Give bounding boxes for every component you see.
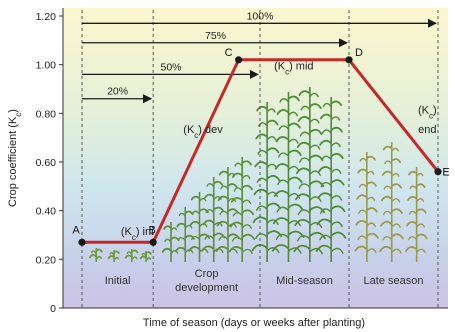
stage-label: Crop	[195, 268, 219, 280]
progress-arrow-label: 20%	[107, 86, 128, 98]
plant-illustration	[379, 142, 404, 262]
plant-illustration	[124, 249, 139, 262]
y-tick-label: 0	[50, 303, 56, 315]
plant-illustration	[272, 92, 305, 262]
y-tick-label: 0.80	[36, 108, 57, 120]
kc-point	[345, 56, 353, 64]
kc-point-label: A	[72, 224, 80, 236]
crop-plant-illustrations	[89, 87, 428, 262]
kc-annotation: (Kc) dev	[183, 124, 223, 140]
plant-illustration	[107, 250, 120, 262]
plant-illustration	[293, 87, 326, 262]
kc-point-label: E	[442, 167, 449, 179]
kc-annotation: (Kc) ini	[121, 226, 154, 242]
kc-point	[78, 238, 86, 246]
kc-points: A B C D E	[72, 47, 450, 246]
x-axis-label: Time of season (days or weeks after plan…	[143, 317, 365, 329]
kc-annotation: end	[418, 124, 436, 136]
progress-arrow-label: 50%	[160, 61, 181, 73]
kc-annotation: (Kc) mid	[274, 61, 313, 77]
y-tick-label: 0.40	[36, 206, 57, 218]
plot-background	[63, 8, 448, 308]
plant-illustration	[188, 192, 211, 262]
plant-illustration	[251, 102, 283, 262]
plant-illustration	[228, 157, 256, 262]
y-axis-ticks: 0 0.20 0.40 0.60 0.80 1.00 1.20	[36, 11, 63, 315]
kc-point	[149, 238, 157, 246]
progress-arrows: 20% 50% 75% 100%	[82, 10, 437, 104]
progress-arrow-label: 100%	[247, 10, 274, 22]
plant-illustration	[139, 251, 152, 262]
stage-label: Late season	[364, 275, 424, 287]
kc-point-label: B	[149, 224, 156, 236]
kc-annotations: (Kc) ini (Kc) dev (Kc) mid (Kc) end	[121, 61, 437, 242]
kc-point	[235, 56, 243, 64]
plant-illustration	[89, 248, 103, 262]
plant-illustration	[315, 97, 347, 262]
y-tick-label: 1.00	[36, 60, 57, 72]
stage-label: Initial	[105, 275, 131, 287]
kc-annotation: (Kc)	[418, 104, 437, 120]
kc-point-label: D	[355, 47, 363, 59]
y-tick-label: 1.20	[36, 11, 57, 23]
kc-point	[434, 168, 442, 176]
stage-labels: Initial Crop development Mid-season Late sea…	[105, 268, 424, 294]
stage-label-line2: development	[175, 282, 238, 294]
progress-arrow-label: 75%	[205, 30, 226, 42]
plant-illustration	[405, 167, 428, 262]
y-axis-label: Crop coefficient (Kc)	[7, 109, 23, 207]
y-tick-label: 0.20	[36, 254, 57, 266]
plant-illustration	[354, 152, 379, 262]
stage-label: Mid-season	[276, 275, 333, 287]
plant-illustration	[161, 222, 180, 262]
kc-point-label: C	[225, 47, 233, 59]
plant-illustration	[215, 167, 240, 262]
y-tick-label: 0.60	[36, 157, 57, 169]
